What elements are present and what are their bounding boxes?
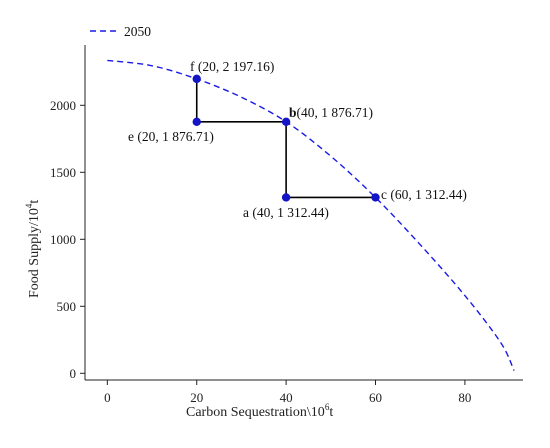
- x-tick-label-1: 20: [190, 390, 203, 405]
- point-label-b-coords: (40, 1 876.71): [297, 105, 374, 120]
- point-a: [281, 193, 291, 202]
- y-ticks: 0 500 1000 1500 2000: [50, 98, 85, 381]
- x-tick-label-3: 60: [369, 390, 382, 405]
- x-tick-label-0: 0: [104, 390, 111, 405]
- legend-label-2050: 2050: [124, 24, 151, 39]
- x-axis-title: Carbon Sequestration\106t: [186, 402, 333, 420]
- y-tick-label-2: 1000: [50, 232, 76, 247]
- step-path: [195, 78, 376, 199]
- point-label-c: c (60, 1 312.44): [381, 187, 467, 202]
- x-ticks: 0 20 40 60 80: [104, 380, 471, 405]
- x-tick-label-4: 80: [458, 390, 471, 405]
- point-label-b: b(40, 1 876.71): [289, 105, 373, 120]
- legend: 2050: [90, 24, 151, 39]
- y-axis-title-main: Food Supply/10: [27, 208, 42, 298]
- y-tick-label-3: 1500: [50, 165, 76, 180]
- x-axis-title-sup: 6: [325, 402, 330, 412]
- point-label-f: f (20, 2 197.16): [190, 59, 274, 74]
- points: [192, 74, 380, 202]
- point-label-e: e (20, 1 876.71): [128, 129, 214, 144]
- x-axis-title-tail: t: [329, 405, 333, 420]
- y-tick-label-1: 500: [57, 299, 77, 314]
- point-e: [192, 117, 201, 127]
- y-tick-label-0: 0: [70, 366, 77, 381]
- y-axis-title-sup: 4: [24, 203, 34, 208]
- point-label-a: a (40, 1 312.44): [243, 205, 329, 220]
- y-axis-title: Food Supply/104t: [24, 200, 42, 298]
- x-axis-title-main: Carbon Sequestration\10: [186, 405, 325, 420]
- point-c: [371, 193, 380, 202]
- x-tick-label-2: 40: [280, 390, 293, 405]
- y-tick-label-4: 2000: [50, 98, 76, 113]
- point-f: [192, 74, 201, 84]
- point-b: [281, 117, 291, 127]
- point-label-b-letter: b: [289, 105, 297, 120]
- y-axis-title-tail: t: [27, 200, 42, 204]
